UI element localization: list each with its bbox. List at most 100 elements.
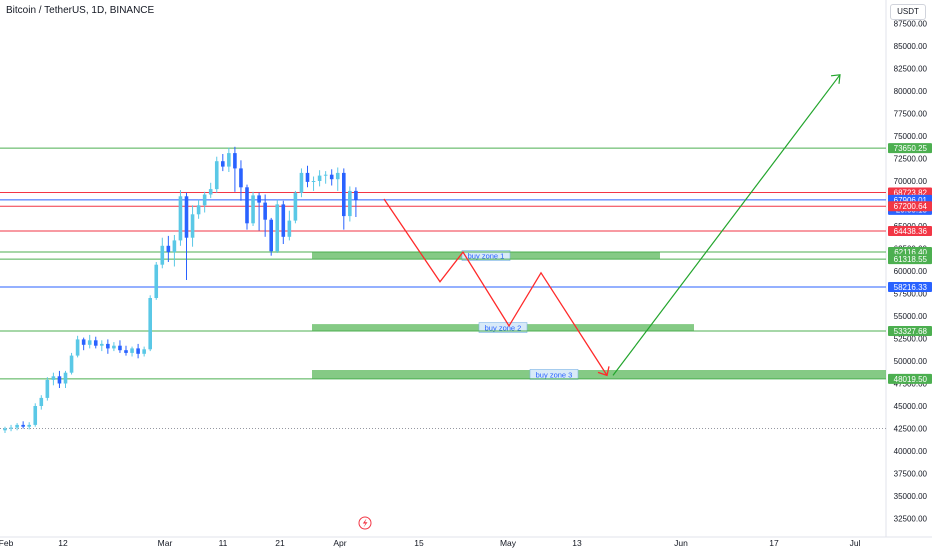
level-price-label-5: 62116.40 (894, 248, 927, 257)
level-price-label-3: 67200.64 (894, 202, 928, 211)
time-tick-label: 21 (275, 538, 285, 548)
candle-body (51, 376, 56, 380)
candle-body (251, 195, 255, 224)
buy-zone-label-box-2 (478, 322, 528, 333)
price-tick-label: 55000.00 (894, 312, 928, 321)
time-tick-label: Feb (0, 538, 14, 548)
candle-body (335, 172, 340, 180)
candle-body (75, 339, 80, 356)
candle-body (281, 204, 286, 237)
price-tick-label: 32500.00 (894, 515, 928, 524)
level-price-label-2: 67906.01 (894, 196, 928, 205)
candle-body (227, 153, 231, 167)
candle-body (275, 204, 280, 252)
buy-zones: buy zone 1 buy zone 2 buy zone 3 (312, 250, 886, 380)
price-tick-label: 87500.00 (894, 20, 928, 29)
candle-body (354, 190, 358, 200)
time-tick-label: Mar (158, 538, 173, 548)
level-price-label-1: 68723.82 (894, 188, 928, 197)
level-price-label-9: 48019.50 (894, 375, 928, 384)
candle-body (27, 424, 31, 427)
candle-body (69, 355, 74, 373)
candle-body (239, 168, 243, 188)
candle-body (299, 172, 304, 193)
level-price-badge-0 (888, 143, 932, 154)
candle-body (305, 172, 310, 182)
price-tick-label: 85000.00 (894, 42, 928, 51)
candle-body (136, 348, 140, 354)
candle-body (208, 189, 213, 195)
candle-body (93, 340, 98, 346)
candle-body (196, 205, 201, 215)
price-tick-label: 80000.00 (894, 87, 928, 96)
projection-down-path (383, 198, 608, 376)
price-tick-label: 52500.00 (894, 335, 928, 344)
price-tick-label: 77500.00 (894, 110, 928, 119)
candle-body (257, 195, 261, 203)
candle-body (39, 397, 44, 406)
level-price-badge-9 (888, 373, 932, 384)
candle-body (118, 345, 122, 351)
candle-body (160, 245, 165, 265)
price-tick-label: 45000.00 (894, 402, 928, 411)
candle-body (342, 172, 346, 217)
candle-body (269, 219, 273, 252)
candle-body (293, 192, 298, 221)
candle-body (166, 245, 171, 253)
price-tick-label: 50000.00 (894, 357, 928, 366)
price-tick-label: 60000.00 (894, 267, 928, 276)
level-price-badge-6 (888, 254, 932, 265)
candle-body (317, 175, 322, 181)
candle-body (148, 298, 152, 350)
grid (0, 0, 932, 538)
candle-body (81, 339, 86, 345)
candle-body (184, 196, 189, 238)
price-tick-label: 57500.00 (894, 290, 928, 299)
time-tick-label: Apr (333, 538, 346, 548)
candle-body (348, 190, 352, 217)
price-tick-label: 70000.00 (894, 177, 928, 186)
candle-body (130, 348, 134, 353)
candle-body (21, 424, 25, 427)
time-tick-label: 15 (414, 538, 424, 548)
level-price-label-7: 58216.33 (894, 283, 928, 292)
level-price-badge-8 (888, 326, 932, 337)
flash-icon[interactable] (358, 516, 372, 530)
candle-body (190, 214, 195, 238)
candle-body (221, 161, 225, 167)
price-tick-label: 82500.00 (894, 65, 928, 74)
candle-body (154, 264, 159, 298)
projection-arrows (383, 74, 841, 377)
time-tick-label: 11 (219, 538, 228, 548)
price-tick-label: 75000.00 (894, 132, 928, 141)
candle-body (263, 202, 267, 220)
candle-body (323, 174, 328, 176)
price-tick-label: 40000.00 (894, 447, 928, 456)
price-tick-label: 37500.00 (894, 470, 928, 479)
price-tick-label: 42500.00 (894, 425, 928, 434)
buy-zone-label-box-1 (461, 250, 511, 261)
candles (3, 146, 358, 433)
candle-body (100, 343, 104, 346)
projection-up-path (612, 74, 841, 376)
time-tick-label: Jul (850, 538, 861, 548)
level-price-label-0: 73650.25 (894, 144, 928, 153)
buy-zone-label-box-3 (529, 369, 579, 380)
time-tick-label: 17 (769, 538, 779, 548)
candle-body (57, 376, 62, 384)
candle-body (202, 194, 207, 206)
level-price-label-6: 61318.55 (894, 255, 928, 264)
price-tick-label: 35000.00 (894, 492, 928, 501)
currency-unit-button[interactable]: USDT (890, 4, 926, 20)
chart-title: Bitcoin / TetherUS, 1D, BINANCE (6, 5, 155, 16)
candle-body (63, 372, 68, 384)
buy-zone-3 (312, 370, 886, 379)
time-tick-label: 12 (58, 538, 68, 548)
candle-body (142, 349, 146, 354)
candle-body (329, 174, 334, 180)
candle-body (3, 428, 7, 431)
price-tick-label: 47500.00 (894, 380, 928, 389)
level-price-badge-4 (888, 226, 932, 237)
buy-zone-label-3: buy zone 3 (536, 370, 573, 379)
